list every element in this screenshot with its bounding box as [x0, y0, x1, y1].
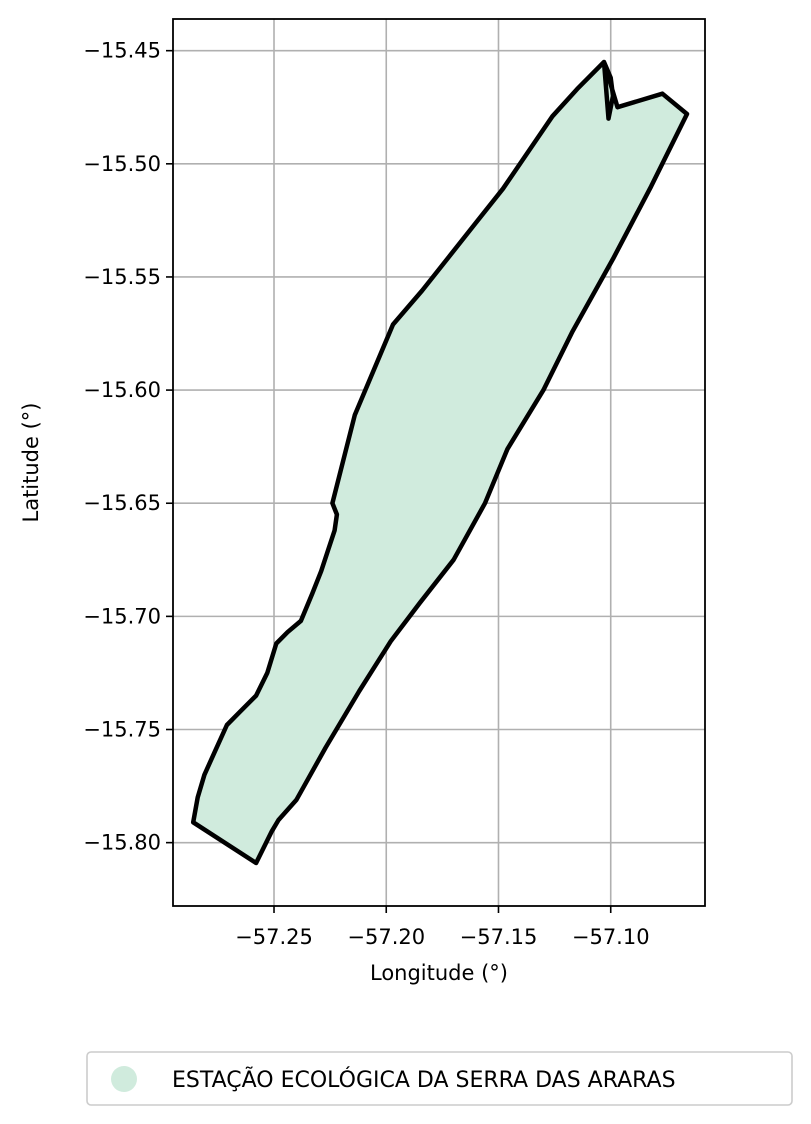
y-tick-label: −15.80	[83, 831, 161, 855]
legend-marker	[111, 1066, 137, 1092]
x-axis-ticks: −57.25 −57.20 −57.15 −57.10	[235, 906, 650, 949]
x-tick-label: −57.20	[347, 925, 425, 949]
x-tick-label: −57.25	[235, 925, 313, 949]
legend: ESTAÇÃO ECOLÓGICA DA SERRA DAS ARARAS	[86, 1051, 793, 1106]
y-tick-label: −15.75	[83, 718, 161, 742]
y-tick-label: −15.55	[83, 265, 161, 289]
y-tick-label: −15.70	[83, 604, 161, 628]
y-tick-label: −15.45	[83, 39, 161, 63]
y-tick-label: −15.65	[83, 491, 161, 515]
y-tick-label: −15.60	[83, 378, 161, 402]
x-tick-label: −57.10	[572, 925, 650, 949]
x-axis-label: Longitude (°)	[370, 961, 508, 985]
y-tick-label: −15.50	[83, 152, 161, 176]
y-axis-label: Latitude (°)	[19, 403, 43, 523]
protected-area-polygon	[190, 59, 690, 866]
plot-frame	[172, 18, 706, 907]
legend-label: ESTAÇÃO ECOLÓGICA DA SERRA DAS ARARAS	[172, 1066, 676, 1093]
x-tick-label: −57.15	[460, 925, 538, 949]
y-axis-ticks: −15.45 −15.50 −15.55 −15.60 −15.65 −15.70 −15.…	[83, 39, 173, 855]
map-area	[190, 59, 690, 866]
legend-box	[86, 1051, 793, 1106]
